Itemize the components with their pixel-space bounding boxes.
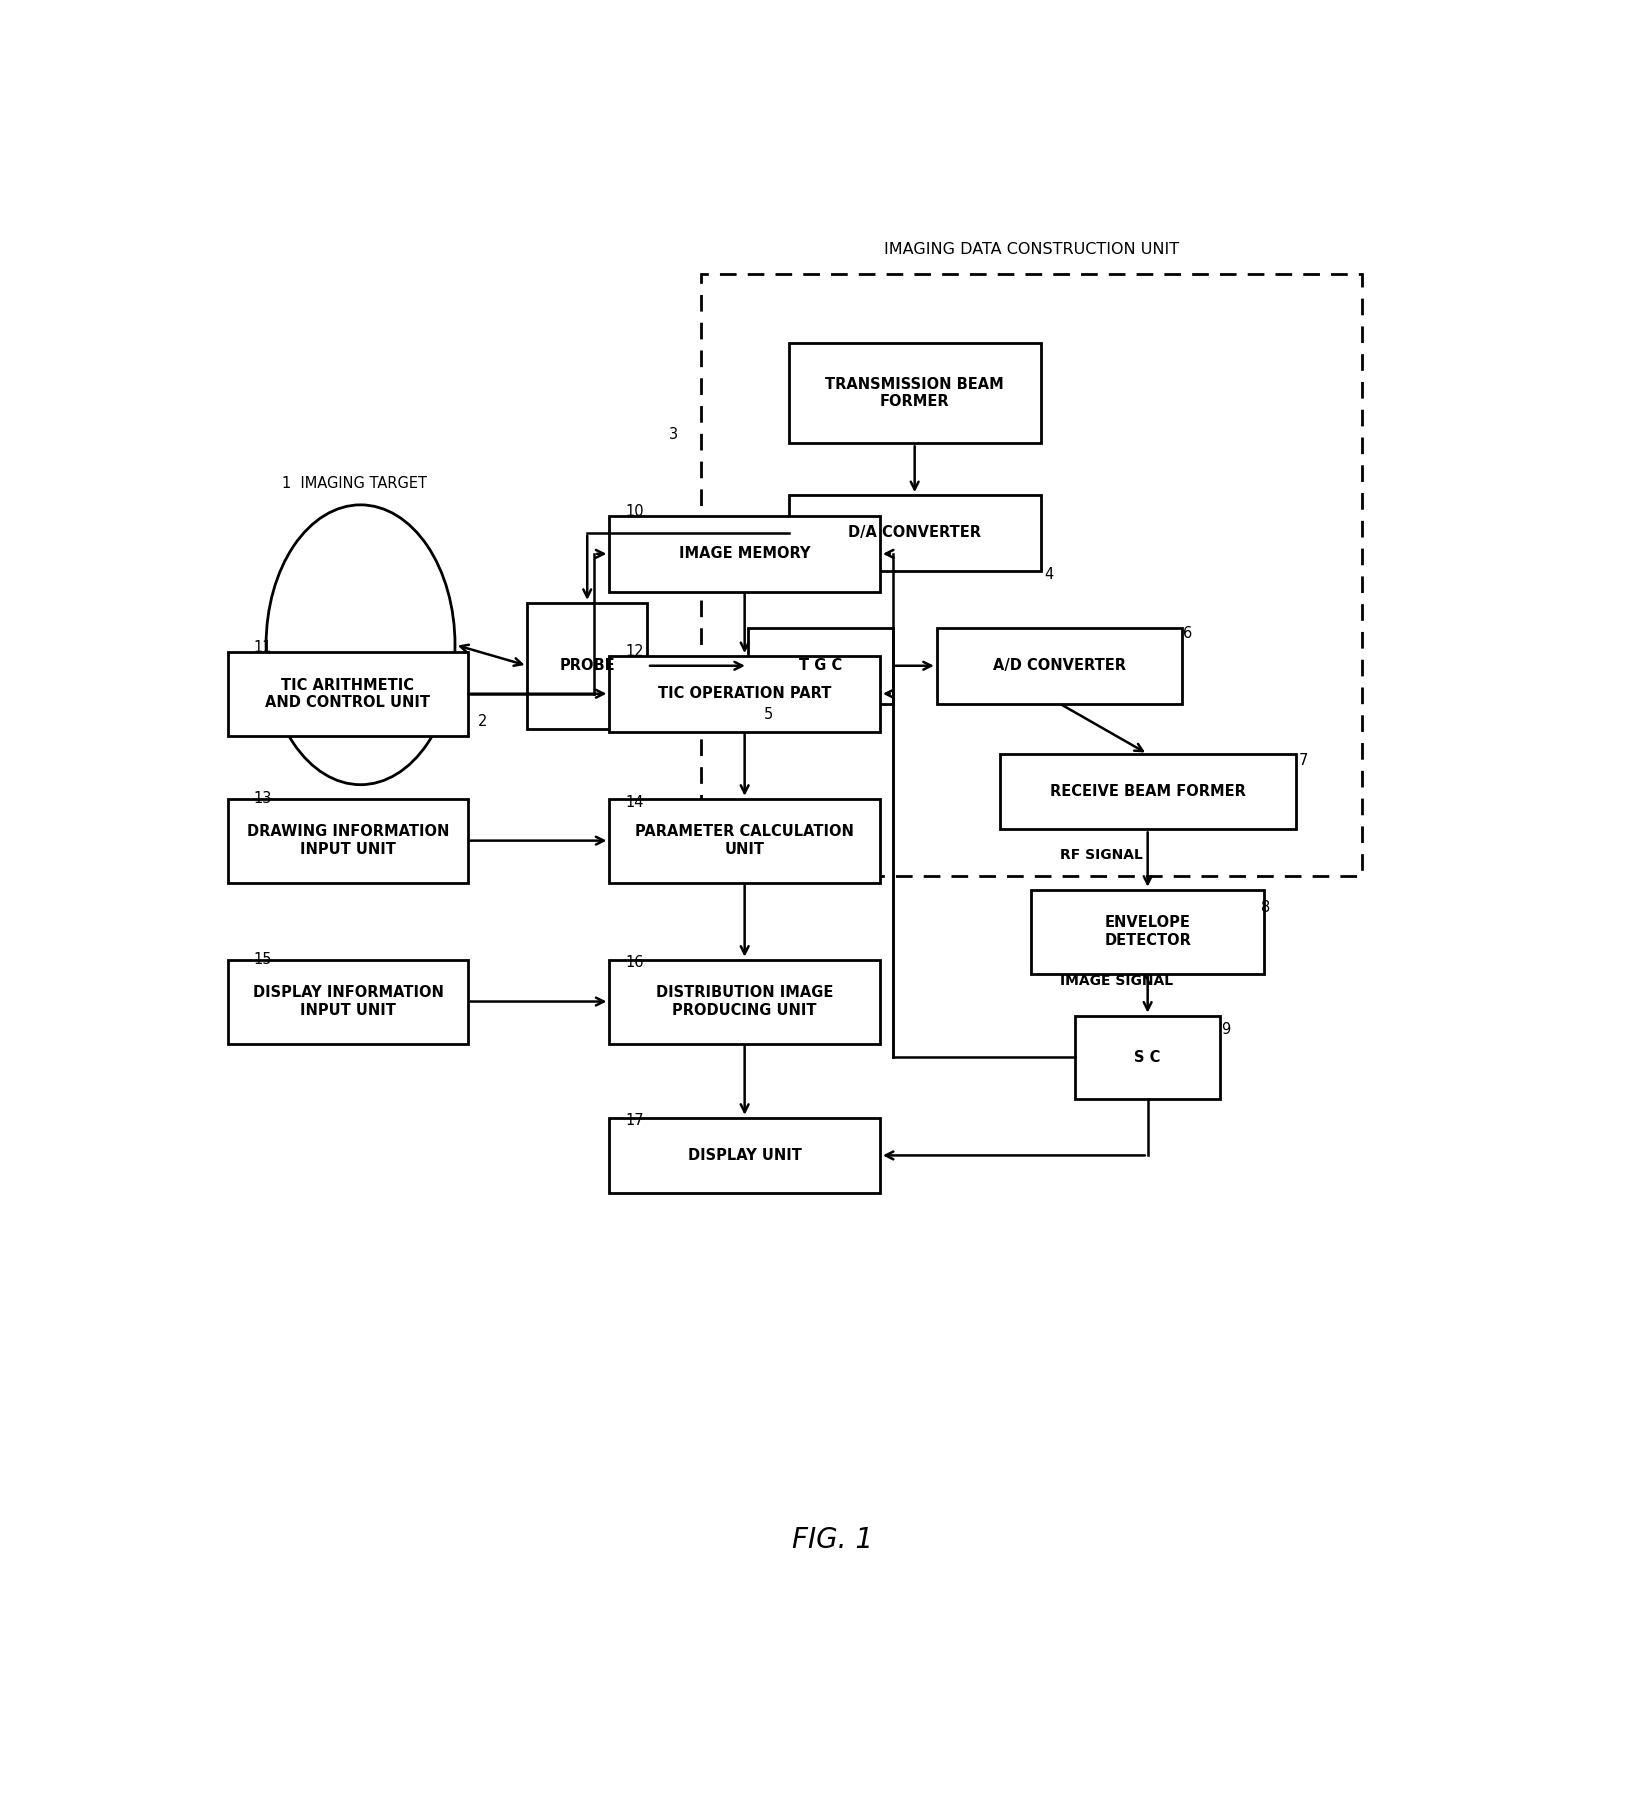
Text: 7: 7 [1298,754,1308,769]
FancyBboxPatch shape [228,959,468,1043]
Text: 10: 10 [626,505,644,520]
Text: 3: 3 [670,427,678,442]
Text: 4: 4 [1045,567,1053,581]
Text: IMAGING DATA CONSTRUCTION UNIT: IMAGING DATA CONSTRUCTION UNIT [884,242,1178,258]
Text: FIG. 1: FIG. 1 [793,1526,873,1554]
FancyBboxPatch shape [788,343,1040,443]
Text: IMAGE SIGNAL: IMAGE SIGNAL [1060,974,1173,988]
Text: 15: 15 [254,952,271,967]
Text: 1  IMAGING TARGET: 1 IMAGING TARGET [283,476,427,491]
Text: 6: 6 [1183,627,1193,641]
FancyBboxPatch shape [609,959,881,1043]
Text: 12: 12 [626,645,644,660]
FancyBboxPatch shape [936,629,1183,703]
Text: RF SIGNAL: RF SIGNAL [1060,847,1142,861]
Text: 16: 16 [626,956,644,970]
Text: 17: 17 [626,1114,644,1128]
FancyBboxPatch shape [228,799,468,883]
Text: D/A CONVERTER: D/A CONVERTER [848,525,982,540]
Text: 9: 9 [1220,1021,1230,1038]
Text: T G C: T G C [798,658,842,674]
Text: ENVELOPE
DETECTOR: ENVELOPE DETECTOR [1105,916,1191,948]
Text: DRAWING INFORMATION
INPUT UNIT: DRAWING INFORMATION INPUT UNIT [247,825,449,858]
FancyBboxPatch shape [609,656,881,732]
Text: 5: 5 [764,707,774,721]
Text: DISTRIBUTION IMAGE
PRODUCING UNIT: DISTRIBUTION IMAGE PRODUCING UNIT [656,985,834,1018]
FancyBboxPatch shape [609,516,881,592]
FancyBboxPatch shape [528,603,647,729]
Text: S C: S C [1134,1050,1160,1065]
Text: 14: 14 [626,796,644,810]
Text: RECEIVE BEAM FORMER: RECEIVE BEAM FORMER [1050,785,1246,799]
Text: TIC ARITHMETIC
AND CONTROL UNIT: TIC ARITHMETIC AND CONTROL UNIT [265,678,431,710]
Text: PROBE: PROBE [559,658,614,674]
FancyBboxPatch shape [788,494,1040,571]
Text: DISPLAY UNIT: DISPLAY UNIT [687,1148,801,1163]
FancyBboxPatch shape [999,754,1295,829]
Text: 2: 2 [478,714,488,729]
Text: IMAGE MEMORY: IMAGE MEMORY [679,547,811,561]
Text: DISPLAY INFORMATION
INPUT UNIT: DISPLAY INFORMATION INPUT UNIT [252,985,444,1018]
FancyBboxPatch shape [1032,890,1264,974]
Text: TRANSMISSION BEAM
FORMER: TRANSMISSION BEAM FORMER [826,376,1004,409]
Text: A/D CONVERTER: A/D CONVERTER [993,658,1126,674]
Text: 11: 11 [254,640,271,656]
FancyBboxPatch shape [228,652,468,736]
FancyBboxPatch shape [609,799,881,883]
Text: 8: 8 [1261,899,1271,916]
Ellipse shape [266,505,455,785]
FancyBboxPatch shape [609,1117,881,1194]
Text: TIC OPERATION PART: TIC OPERATION PART [658,687,832,701]
Text: 13: 13 [254,790,271,807]
Text: PARAMETER CALCULATION
UNIT: PARAMETER CALCULATION UNIT [635,825,855,858]
FancyBboxPatch shape [748,629,892,703]
FancyBboxPatch shape [1076,1016,1220,1099]
